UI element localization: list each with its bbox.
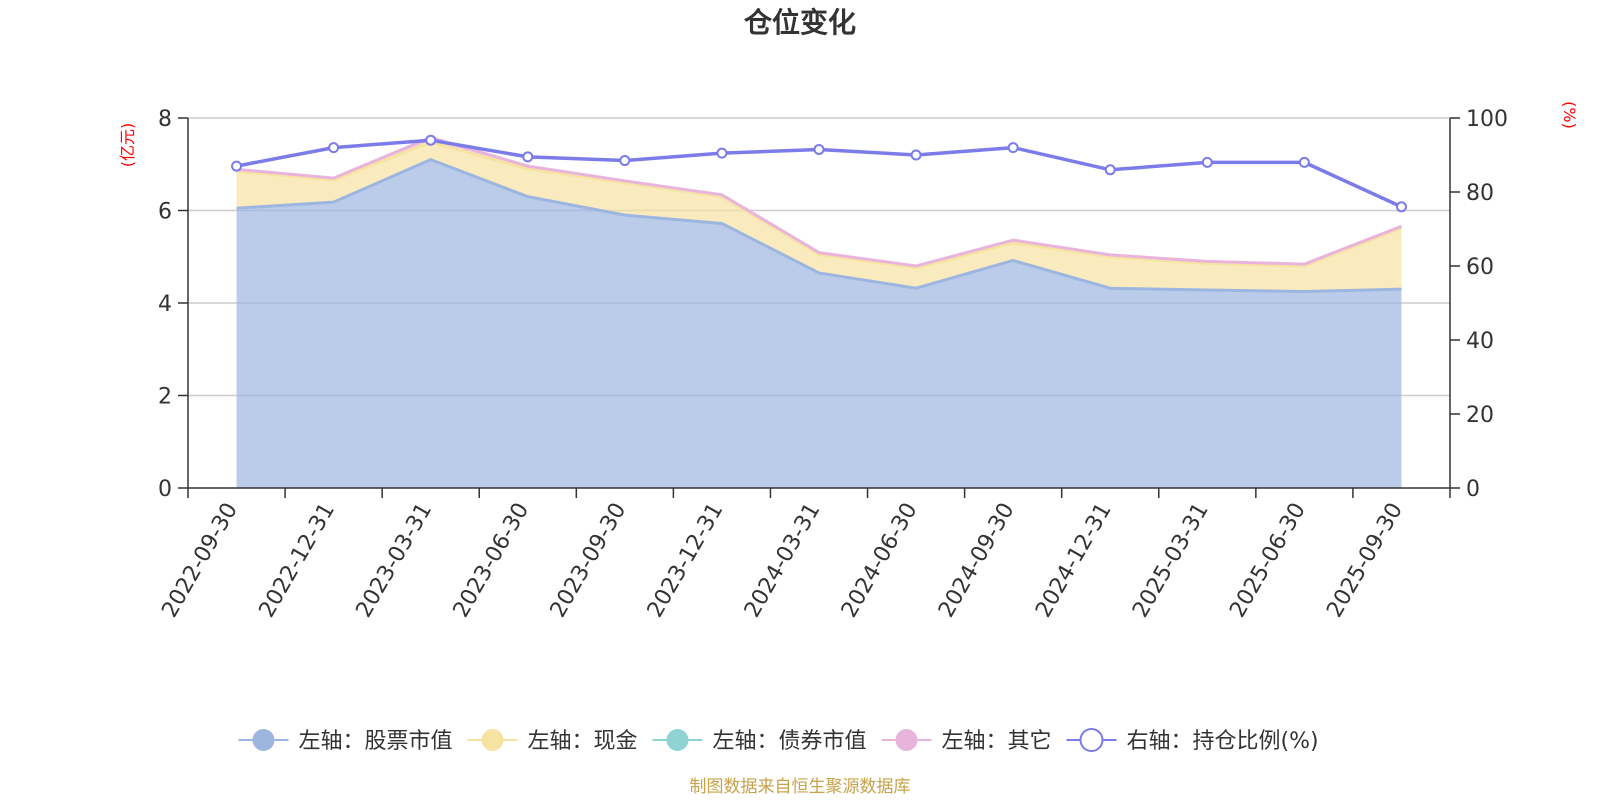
ratio-point[interactable] bbox=[1201, 156, 1213, 168]
ratio-markers bbox=[231, 134, 1407, 213]
right-axis-tick-label: 0 bbox=[1466, 477, 1480, 502]
legend-label: 左轴：其它 bbox=[942, 729, 1052, 754]
legend-label: 右轴：持仓比例(%) bbox=[1127, 729, 1319, 754]
left-axis-tick-label: 4 bbox=[158, 292, 172, 317]
legend[interactable]: 左轴：股票市值 左轴：现金 左轴：债券市值 左轴：其它 右轴：持仓比例(%) bbox=[238, 728, 1319, 754]
legend-marker bbox=[1079, 728, 1104, 752]
left-axis-tick-label: 2 bbox=[158, 385, 172, 410]
area-series-0 bbox=[236, 159, 1402, 488]
ratio-point[interactable] bbox=[813, 143, 825, 155]
legend-label: 左轴：债券市值 bbox=[713, 729, 867, 754]
legend-item-2[interactable]: 左轴：债券市值 bbox=[652, 729, 867, 754]
ratio-point[interactable] bbox=[1104, 164, 1116, 176]
legend-label: 左轴：现金 bbox=[528, 729, 638, 754]
x-axis-tick-label: 2022-09-30 bbox=[157, 499, 243, 622]
x-axis-tick-label: 2025-06-30 bbox=[1225, 499, 1311, 622]
right-axis-tick-label: 100 bbox=[1466, 107, 1508, 132]
right-axis-tick-label: 60 bbox=[1466, 255, 1494, 280]
ratio-point[interactable] bbox=[1007, 142, 1019, 154]
ratio-point[interactable] bbox=[619, 155, 631, 167]
right-axis-tick-label: 20 bbox=[1466, 403, 1494, 428]
stacked-areas bbox=[236, 137, 1402, 488]
x-axis-tick-label: 2024-09-30 bbox=[934, 499, 1020, 622]
x-axis-tick-label: 2024-06-30 bbox=[837, 499, 923, 622]
legend-marker bbox=[252, 729, 275, 751]
legend-item-0[interactable]: 左轴：股票市值 bbox=[238, 729, 453, 754]
x-axis-tick-label: 2023-09-30 bbox=[546, 499, 632, 622]
left-axis-tick-label: 6 bbox=[158, 200, 172, 225]
x-axis-tick-label: 2023-12-31 bbox=[643, 499, 729, 622]
data-source-note: 制图数据来自恒生聚源数据库 bbox=[690, 777, 911, 797]
x-axis-tick-label: 2024-12-31 bbox=[1031, 499, 1117, 622]
right-axis-unit: (%) bbox=[1560, 101, 1579, 129]
legend-marker bbox=[666, 729, 689, 751]
x-axis-tick-label: 2022-12-31 bbox=[254, 499, 340, 622]
right-axis-tick-label: 40 bbox=[1466, 329, 1494, 354]
x-axis-tick-label: 2025-03-31 bbox=[1128, 499, 1214, 622]
chart-title: 仓位变化 bbox=[744, 6, 856, 39]
line-series-0 bbox=[236, 158, 1402, 293]
area-series-1 bbox=[236, 142, 1402, 292]
ratio-point[interactable] bbox=[231, 160, 243, 172]
ratio-point[interactable] bbox=[425, 134, 437, 146]
ratio-point[interactable] bbox=[1298, 156, 1310, 168]
ratio-point[interactable] bbox=[716, 147, 728, 159]
legend-item-1[interactable]: 左轴：现金 bbox=[467, 729, 638, 754]
ratio-point[interactable] bbox=[1395, 201, 1407, 213]
right-axis-tick-label: 80 bbox=[1466, 181, 1494, 206]
left-axis-tick-label: 8 bbox=[158, 107, 172, 132]
x-axis-tick-label: 2025-09-30 bbox=[1322, 499, 1408, 622]
legend-label: 左轴：股票市值 bbox=[299, 729, 453, 754]
legend-marker bbox=[895, 729, 918, 751]
x-axis-tick-label: 2023-06-30 bbox=[449, 499, 535, 622]
ratio-point[interactable] bbox=[328, 142, 340, 154]
left-axis-unit: (亿元) bbox=[118, 123, 137, 168]
ratio-point[interactable] bbox=[522, 151, 534, 163]
legend-marker bbox=[481, 729, 504, 751]
x-axis-tick-label: 2024-03-31 bbox=[740, 499, 826, 622]
legend-item-4[interactable]: 右轴：持仓比例(%) bbox=[1066, 728, 1319, 754]
x-axis-tick-label: 2023-03-31 bbox=[352, 499, 438, 622]
left-axis-tick-label: 0 bbox=[158, 477, 172, 502]
legend-item-3[interactable]: 左轴：其它 bbox=[881, 729, 1052, 754]
ratio-point[interactable] bbox=[910, 149, 922, 161]
